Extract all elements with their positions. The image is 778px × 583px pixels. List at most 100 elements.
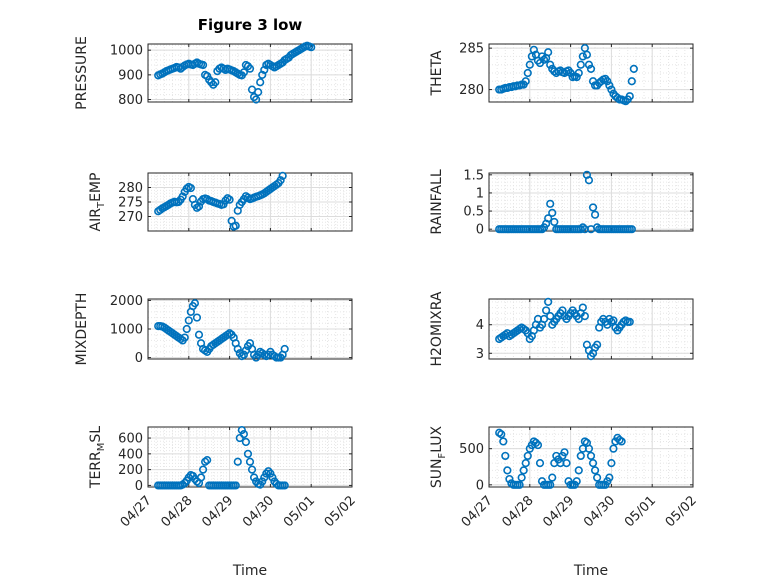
data-point-pressure (239, 68, 248, 77)
data-point-air_temp (194, 202, 204, 211)
data-point-h2omixra (542, 306, 551, 315)
data-point-theta (605, 81, 614, 90)
ylabel-sun_flux: SUNFLUX (429, 425, 448, 488)
data-point-theta (576, 60, 585, 69)
data-point-pressure (252, 95, 261, 104)
ytick-label-terr_msl: 0 (135, 479, 143, 494)
data-point-sun_flux (605, 473, 614, 482)
data-point-h2omixra (625, 317, 634, 326)
data-point-mixdepth (180, 333, 189, 342)
ytick-label-terr_msl: 400 (118, 447, 143, 462)
xtick-label-sun_flux: 04/29 (540, 493, 577, 530)
data-point-theta (574, 68, 583, 78)
data-point-mixdepth (184, 316, 193, 325)
axes-box-pressure (147, 43, 353, 103)
data-point-theta (584, 60, 594, 69)
data-point-terr_msl (231, 481, 240, 490)
data-point-theta (629, 64, 638, 73)
data-point-mixdepth (182, 324, 191, 334)
data-point-terr_msl (260, 473, 269, 482)
data-point-rainfall (578, 223, 587, 232)
data-point-sun_flux (523, 451, 532, 461)
data-point-mixdepth (190, 299, 200, 308)
axes-box-theta (488, 43, 694, 103)
data-point-sun_flux (499, 437, 508, 446)
data-point-rainfall (544, 214, 553, 223)
data-point-terr_msl (203, 456, 212, 465)
data-point-theta (572, 73, 581, 82)
ytick-label-rainfall: 1.5 (463, 168, 484, 183)
data-point-sun_flux (588, 459, 598, 468)
ytick-label-air_temp: 270 (118, 210, 143, 225)
ylabel-pressure: PRESSURE (74, 36, 90, 110)
xtick-label-sun_flux: 04/27 (459, 493, 496, 530)
data-point-sun_flux (519, 466, 528, 475)
xlabel-terr_msl: Time (232, 563, 267, 579)
ytick-label-h2omixra: 4 (476, 318, 484, 333)
data-point-theta (625, 92, 634, 101)
data-point-sun_flux (521, 459, 530, 468)
ytick-label-rainfall: 1 (476, 186, 484, 201)
data-point-terr_msl (249, 473, 259, 482)
ytick-label-rainfall: 0 (476, 223, 484, 238)
data-point-sun_flux (607, 459, 616, 468)
xtick-label-sun_flux: 05/02 (663, 493, 700, 530)
data-point-mixdepth (280, 344, 289, 354)
data-point-sun_flux (562, 459, 571, 468)
data-point-terr_msl (247, 465, 257, 474)
ytick-label-air_temp: 280 (118, 181, 143, 196)
data-point-pressure (256, 78, 265, 87)
data-point-mixdepth (239, 350, 248, 359)
data-point-rainfall (588, 203, 598, 212)
ylabel-theta: THETA (429, 50, 445, 96)
data-point-theta (529, 45, 538, 54)
ylabel-rainfall: RAINFALL (429, 169, 445, 234)
data-point-theta (523, 68, 532, 78)
data-point-sun_flux (576, 451, 585, 461)
data-point-terr_msl (268, 473, 277, 482)
data-point-theta (521, 77, 530, 86)
data-point-rainfall (537, 225, 547, 234)
ylabel-terr_msl: TERRMSL (88, 426, 107, 489)
data-point-rainfall (550, 217, 559, 227)
data-point-h2omixra (544, 297, 553, 306)
ytick-label-rainfall: 0.5 (463, 205, 484, 220)
xtick-label-terr_msl: 04/29 (199, 493, 236, 530)
ylabel-air_temp: AIRTEMP (88, 173, 107, 232)
data-point-theta (582, 50, 592, 59)
ylabel-h2omixra: H2OMIXRA (429, 291, 445, 366)
data-point-sun_flux (501, 451, 510, 461)
data-point-sun_flux (515, 480, 524, 489)
data-point-theta (578, 52, 587, 61)
data-point-pressure (307, 43, 316, 52)
data-point-h2omixra (609, 316, 618, 325)
data-point-air_temp (231, 221, 240, 230)
data-point-air_temp (182, 184, 191, 193)
ytick-label-sun_flux: 500 (459, 442, 484, 457)
data-point-sun_flux (586, 451, 596, 461)
data-point-h2omixra (593, 340, 602, 349)
data-point-mixdepth (192, 313, 202, 322)
xtick-label-terr_msl: 05/02 (322, 493, 359, 530)
ytick-label-h2omixra: 3 (476, 347, 484, 362)
data-point-h2omixra (580, 312, 589, 321)
data-point-air_temp (186, 183, 195, 193)
axes-box-terr_msl (147, 426, 353, 488)
data-point-sun_flux (505, 474, 514, 484)
ytick-label-terr_msl: 600 (118, 432, 143, 447)
data-point-theta (546, 60, 555, 69)
data-point-sun_flux (546, 480, 555, 489)
data-point-sun_flux (617, 437, 626, 446)
data-point-sun_flux (609, 444, 618, 453)
data-point-pressure (198, 60, 208, 70)
data-point-terr_msl (258, 477, 267, 486)
data-point-pressure (258, 70, 267, 79)
data-point-rainfall (590, 210, 600, 219)
ylabel-mixdepth: MIXDEPTH (74, 293, 90, 366)
ytick-label-pressure: 900 (118, 68, 143, 83)
data-point-sun_flux (517, 473, 526, 482)
data-point-rainfall (576, 225, 585, 234)
data-point-terr_msl (245, 457, 255, 466)
xlabel-sun_flux: Time (573, 563, 608, 579)
data-point-theta (586, 64, 596, 73)
